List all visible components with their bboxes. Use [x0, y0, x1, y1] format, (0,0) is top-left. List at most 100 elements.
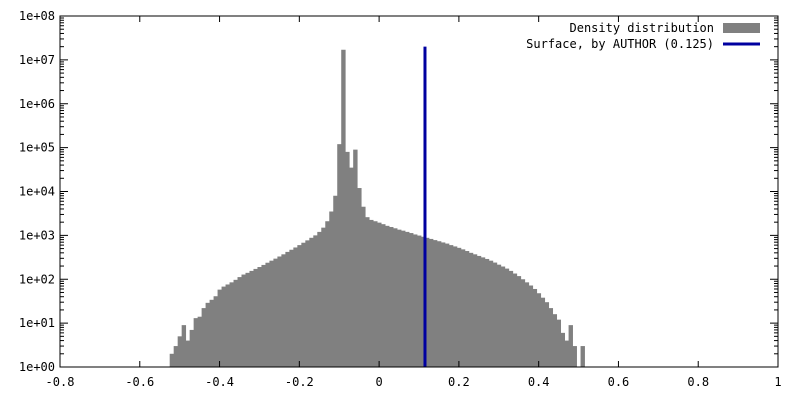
histogram-bar [273, 258, 278, 367]
histogram-bar [361, 206, 366, 367]
histogram-bar [544, 302, 550, 367]
y-tick-label: 1e+01 [19, 316, 55, 330]
histogram-bar [456, 247, 462, 367]
x-axis: -0.8 -0.6 -0.4 -0.2 0 0.2 0.4 0.6 0.8 1 [46, 16, 782, 389]
histogram-bar [528, 285, 534, 367]
histogram-bar [428, 238, 434, 367]
histogram-bar [285, 251, 290, 367]
histogram-bar [500, 266, 506, 367]
histogram-bar [468, 252, 474, 367]
histogram-bar [413, 234, 418, 367]
histogram-bar [436, 241, 442, 367]
x-tick-label: 0.4 [528, 375, 550, 389]
histogram-bar [269, 260, 274, 367]
histogram-bar [401, 230, 406, 367]
histogram-bar [480, 257, 486, 367]
histogram-bar [329, 211, 334, 367]
histogram-bar [345, 151, 350, 367]
histogram-bar [452, 246, 458, 367]
y-tick-label: 1e+08 [19, 9, 55, 23]
histogram-bar [237, 277, 242, 367]
histogram-bar [233, 279, 238, 367]
y-tick-label: 1e+02 [19, 272, 55, 286]
histogram-bar [393, 228, 398, 367]
histogram-bar [385, 225, 390, 367]
legend-label: Density distribution [570, 21, 715, 35]
histogram-bar [420, 236, 426, 367]
histogram-bar [373, 221, 378, 367]
histogram-bar [261, 264, 266, 367]
y-tick-label: 1e+00 [19, 360, 55, 374]
histogram-bar [293, 247, 298, 367]
x-tick-label: 0.6 [608, 375, 630, 389]
histogram-bar [492, 262, 498, 367]
histogram-bar [488, 260, 494, 367]
histogram-bar [313, 235, 318, 368]
histogram-bar [548, 308, 554, 367]
histogram-bar [568, 325, 573, 367]
legend-label: Surface, by AUTHOR (0.125) [526, 37, 714, 51]
histogram-bar [476, 255, 482, 367]
histogram-bar [341, 49, 346, 367]
histogram-bar [405, 231, 410, 367]
y-tick-label: 1e+03 [19, 228, 55, 242]
histogram-bar [189, 329, 195, 367]
histogram-bar [197, 316, 203, 367]
histogram-bar [496, 264, 502, 367]
histogram-bar [229, 282, 234, 367]
histogram-bar [213, 296, 218, 367]
histogram-bar [321, 227, 326, 367]
histogram-bar [524, 282, 530, 367]
histogram-bar [217, 289, 222, 367]
histogram-bar [353, 149, 358, 367]
histogram-bar [460, 249, 466, 367]
histogram-bar [181, 325, 187, 367]
histogram-bar [389, 227, 394, 367]
histogram-bar [532, 288, 538, 367]
histogram-bar [424, 237, 430, 367]
histogram-bar [305, 240, 310, 367]
histogram-bar [225, 284, 230, 367]
histogram-bars [169, 49, 585, 368]
histogram-bar [464, 251, 470, 367]
histogram-bar [333, 195, 338, 367]
histogram-bar [281, 254, 286, 367]
histogram-bar [309, 237, 314, 367]
histogram-bar [440, 242, 446, 367]
histogram-bar [289, 249, 294, 367]
histogram-bar [572, 346, 577, 367]
histogram-bar [444, 243, 450, 367]
histogram-bar [221, 286, 226, 367]
x-tick-label: -0.6 [125, 375, 154, 389]
histogram-bar [536, 293, 542, 367]
histogram-bar [508, 270, 514, 367]
histogram-bar [205, 302, 210, 367]
x-tick-label: -0.2 [285, 375, 314, 389]
histogram-bar [201, 308, 206, 367]
x-tick-label: 0.8 [687, 375, 709, 389]
histogram-bar [177, 336, 183, 367]
histogram-bar [417, 235, 422, 367]
histogram-bar [173, 346, 179, 367]
histogram-bar [257, 267, 262, 367]
x-tick-label: 1 [774, 375, 781, 389]
histogram-bar [193, 318, 199, 367]
x-tick-label: 0 [375, 375, 382, 389]
histogram-bar [397, 229, 402, 367]
histogram-bar [552, 314, 558, 367]
histogram-bar [516, 276, 522, 367]
y-tick-label: 1e+05 [19, 141, 55, 155]
x-tick-label: -0.8 [46, 375, 75, 389]
histogram-bar [357, 188, 362, 367]
y-tick-label: 1e+07 [19, 53, 55, 67]
histogram-bar [265, 262, 270, 367]
histogram-bar [448, 245, 454, 367]
histogram-bar [245, 272, 250, 367]
histogram-bar [325, 221, 330, 367]
y-tick-label: 1e+06 [19, 97, 55, 111]
histogram-bar [409, 233, 414, 367]
histogram-bar [520, 279, 526, 367]
histogram-bar [377, 222, 382, 367]
